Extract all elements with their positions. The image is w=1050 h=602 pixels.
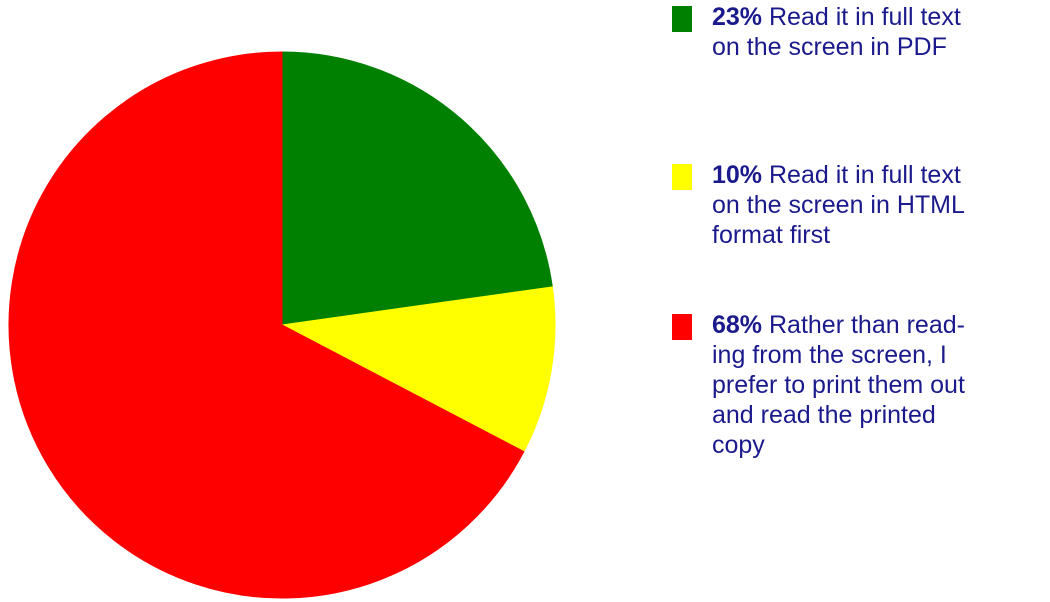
pie-chart: [8, 51, 556, 599]
legend-text-html: 10% Read it in full text on the screen i…: [712, 160, 965, 250]
legend-line-print-3: prefer to print them out: [712, 371, 965, 399]
legend-swatch-red: [672, 314, 692, 340]
legend-percent-html: 10%: [712, 161, 763, 189]
legend-line-html-3: format first: [712, 221, 831, 249]
pie-slice-html: [280, 286, 556, 453]
pie-slice-print: [8, 51, 525, 599]
legend-text-pdf: 23% Read it in full text on the screen i…: [712, 2, 961, 62]
legend-line-print-2: ing from the screen, I: [712, 341, 947, 369]
legend-label-pdf-1: Read it in full text: [769, 3, 961, 31]
legend-line-html-2: on the screen in HTML: [712, 191, 965, 219]
legend-swatch-yellow: [672, 164, 692, 190]
legend-line-print-5: copy: [712, 431, 765, 459]
legend-label-print-1: Rather than read-: [769, 311, 965, 339]
legend-label-html-1: Read it in full text: [769, 161, 961, 189]
legend-line-print-1: 68% Rather than read-: [712, 310, 965, 340]
legend-line-print-4: and read the printed: [712, 401, 936, 429]
legend-line-pdf-1: 23% Read it in full text: [712, 2, 961, 32]
legend-percent-print: 68%: [712, 311, 763, 339]
legend-text-print: 68% Rather than read- ing from the scree…: [712, 310, 965, 460]
legend-swatch-green: [672, 6, 692, 32]
legend-percent-pdf: 23%: [712, 3, 763, 31]
legend-line-pdf-2: on the screen in PDF: [712, 33, 947, 61]
pie-slice-pdf: [281, 51, 553, 326]
legend-line-html-1: 10% Read it in full text: [712, 160, 965, 190]
